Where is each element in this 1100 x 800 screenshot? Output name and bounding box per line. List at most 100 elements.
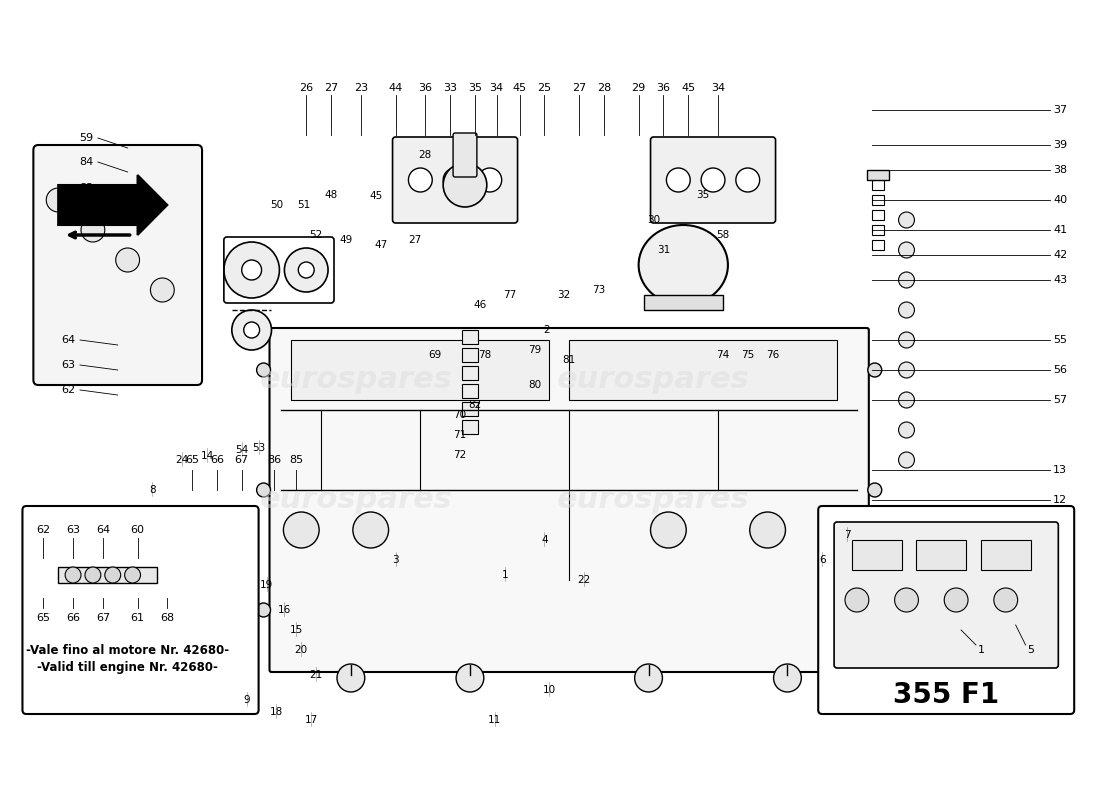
Text: 46: 46 (473, 300, 486, 310)
Bar (292, 340, 549, 400)
Text: 54: 54 (235, 445, 249, 455)
Text: 27: 27 (409, 235, 422, 245)
Circle shape (337, 664, 365, 692)
Text: 19: 19 (260, 580, 273, 590)
Circle shape (443, 168, 468, 192)
Text: 16: 16 (278, 605, 292, 615)
Text: 52: 52 (309, 230, 322, 240)
Text: 5: 5 (1027, 645, 1034, 655)
Text: 64: 64 (60, 335, 75, 345)
Text: 45: 45 (681, 83, 695, 93)
Circle shape (845, 588, 869, 612)
Bar (644, 295, 723, 310)
Text: 51: 51 (298, 200, 311, 210)
Circle shape (868, 603, 882, 617)
Circle shape (993, 588, 1018, 612)
Text: 83: 83 (79, 183, 94, 193)
Circle shape (298, 262, 315, 278)
Text: 74: 74 (716, 350, 729, 360)
Text: 39: 39 (1053, 140, 1067, 150)
Text: 45: 45 (513, 83, 527, 93)
Text: 77: 77 (503, 290, 516, 300)
Bar (462, 330, 477, 344)
Text: 6: 6 (818, 555, 825, 565)
Text: 35: 35 (468, 83, 482, 93)
Text: 63: 63 (66, 525, 80, 535)
Bar (851, 540, 902, 570)
Text: 35: 35 (696, 190, 710, 200)
Text: 71: 71 (453, 430, 466, 440)
Text: 76: 76 (766, 350, 779, 360)
Circle shape (224, 242, 279, 298)
Text: 34: 34 (711, 83, 725, 93)
Circle shape (701, 168, 725, 192)
Bar (569, 340, 837, 400)
Text: 75: 75 (741, 350, 755, 360)
FancyBboxPatch shape (453, 133, 477, 177)
Bar (867, 170, 889, 180)
Bar (872, 240, 883, 250)
Text: 40: 40 (1053, 195, 1067, 205)
Text: 21: 21 (309, 670, 322, 680)
Text: 56: 56 (1054, 365, 1067, 375)
Bar (58, 567, 157, 583)
Bar (872, 210, 883, 220)
Circle shape (353, 512, 388, 548)
Text: 55: 55 (1054, 335, 1067, 345)
Text: 34: 34 (490, 83, 504, 93)
Text: eurospares: eurospares (260, 486, 452, 514)
Text: 18: 18 (270, 707, 283, 717)
Circle shape (899, 242, 914, 258)
Text: 33: 33 (443, 83, 458, 93)
Text: 30: 30 (647, 215, 660, 225)
Circle shape (736, 168, 760, 192)
Circle shape (635, 664, 662, 692)
Text: 25: 25 (537, 83, 551, 93)
Text: 32: 32 (558, 290, 571, 300)
Text: 24: 24 (176, 455, 189, 465)
Circle shape (285, 248, 328, 292)
Circle shape (46, 188, 70, 212)
Text: 66: 66 (66, 613, 80, 623)
Bar (462, 384, 477, 398)
Text: 57: 57 (1053, 395, 1067, 405)
Text: 9: 9 (243, 695, 250, 705)
Circle shape (899, 422, 914, 438)
Text: 61: 61 (131, 613, 144, 623)
Text: 26: 26 (299, 83, 314, 93)
Text: 62: 62 (36, 525, 51, 535)
Ellipse shape (639, 225, 728, 305)
Circle shape (151, 278, 174, 302)
Text: 59: 59 (79, 133, 94, 143)
Bar (872, 225, 883, 235)
Text: 36: 36 (657, 83, 670, 93)
Circle shape (899, 392, 914, 408)
Text: 31: 31 (657, 245, 670, 255)
Circle shape (408, 168, 432, 192)
Circle shape (899, 452, 914, 468)
Text: 58: 58 (716, 230, 729, 240)
FancyBboxPatch shape (818, 506, 1075, 714)
Text: 27: 27 (572, 83, 586, 93)
Bar (462, 366, 477, 380)
Text: 67: 67 (234, 455, 249, 465)
Text: 70: 70 (453, 410, 466, 420)
Text: 12: 12 (1053, 495, 1067, 505)
Text: 66: 66 (210, 455, 224, 465)
Text: 64: 64 (96, 525, 110, 535)
Circle shape (894, 588, 918, 612)
Text: eurospares: eurospares (260, 366, 452, 394)
Circle shape (104, 567, 121, 583)
Circle shape (232, 310, 272, 350)
Circle shape (242, 260, 262, 280)
Bar (462, 420, 477, 434)
Text: 7: 7 (844, 530, 850, 540)
Circle shape (256, 483, 271, 497)
Text: 42: 42 (1053, 250, 1067, 260)
Circle shape (124, 567, 141, 583)
Text: 11: 11 (488, 715, 502, 725)
Text: 69: 69 (429, 350, 442, 360)
Text: 63: 63 (62, 360, 75, 370)
Text: 36: 36 (418, 83, 432, 93)
Text: 86: 86 (267, 455, 282, 465)
